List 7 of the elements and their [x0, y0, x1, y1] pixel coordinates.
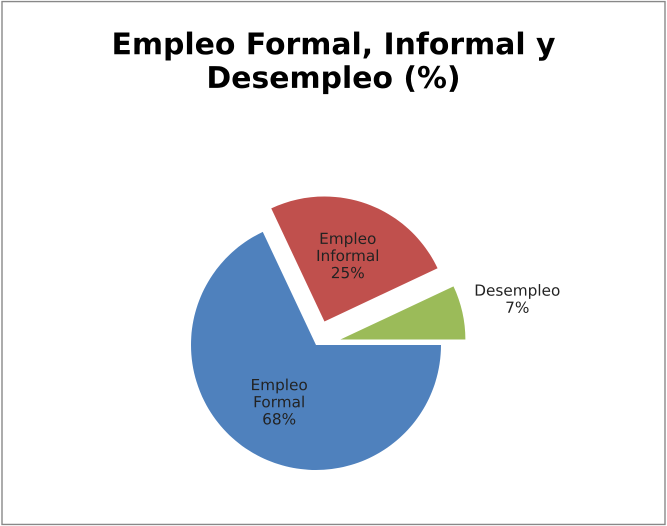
- slice-label: Desempleo: [476, 284, 560, 299]
- slice-label: Empleo Informal: [318, 232, 378, 262]
- slice-label: Empleo Formal: [252, 378, 307, 408]
- data-label: 68%: [263, 413, 296, 425]
- chart-title: Empleo Formal, Informal y Desempleo (%): [114, 32, 555, 94]
- data-label: 7%: [506, 301, 529, 313]
- data-label: 25%: [332, 266, 364, 278]
